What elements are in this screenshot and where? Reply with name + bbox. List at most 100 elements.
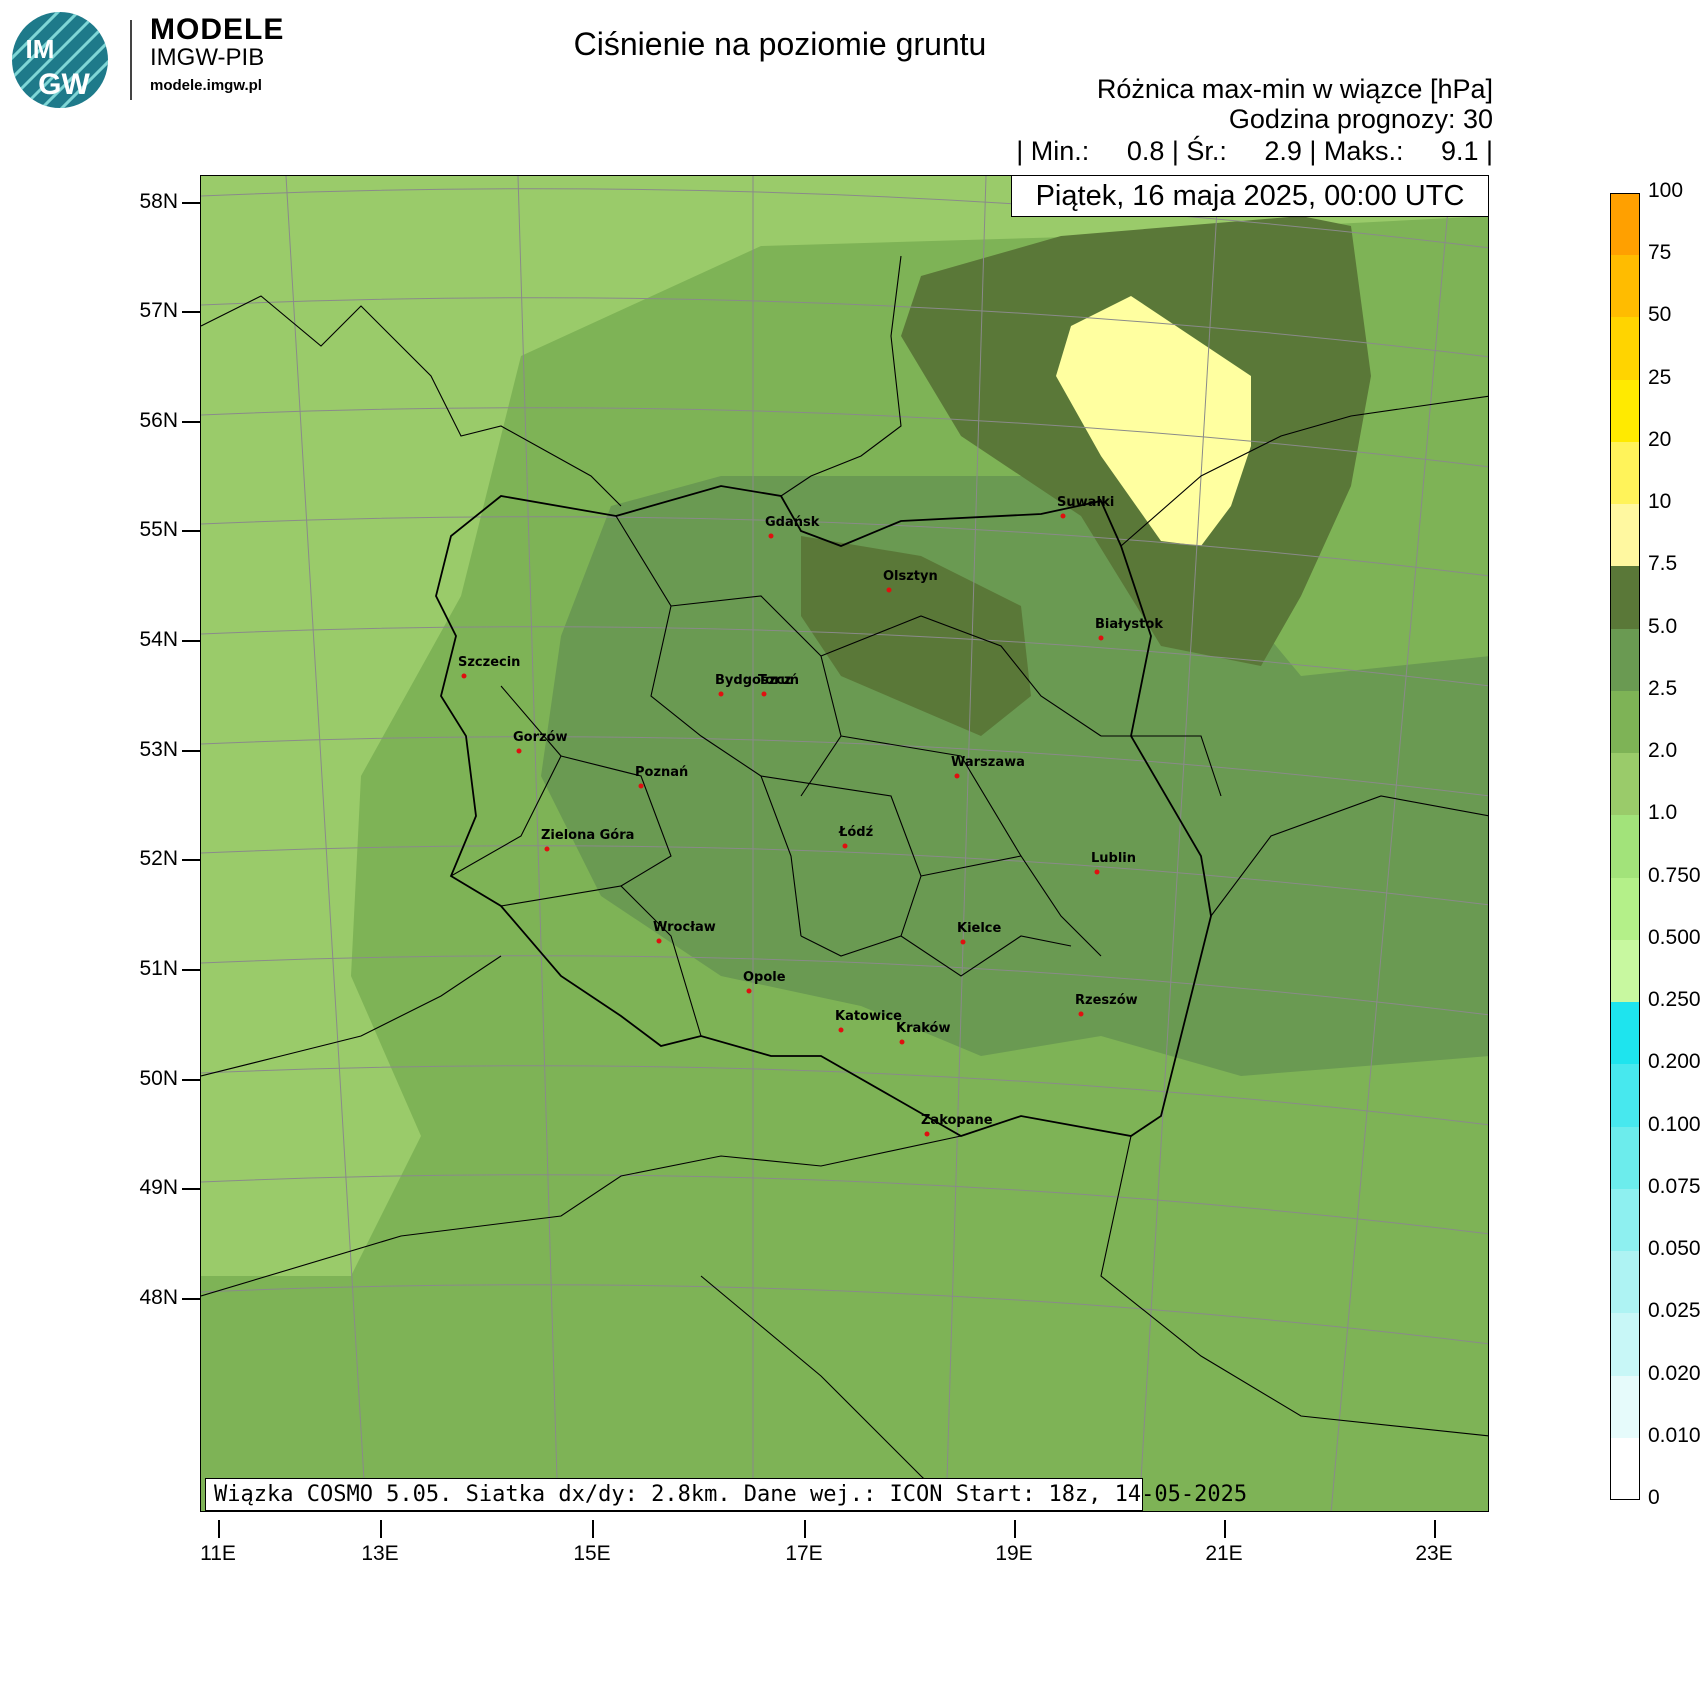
- city-label: Bydgoszcz: [715, 673, 792, 688]
- city-label: Rzeszów: [1075, 993, 1138, 1008]
- coastline: [201, 295, 622, 507]
- graticule: [201, 176, 1488, 1511]
- map-canvas: Gdańsk Olsztyn Suwałki Białystok Szczecin Byd…: [201, 176, 1488, 1511]
- colorbar-bin: [1610, 317, 1640, 380]
- stats-line: | Min.: 0.8 | Śr.: 2.9 | Maks.: 9.1 |: [1016, 136, 1493, 166]
- colorbar-label: 0.020: [1648, 1361, 1700, 1385]
- city-dot: [1078, 1011, 1084, 1017]
- lat-tick-label: 51N: [139, 957, 178, 980]
- lat-tick: [182, 202, 200, 204]
- city-label: Warszawa: [951, 755, 1025, 770]
- city-dot: [954, 773, 960, 779]
- lon-tick-label: 21E: [1205, 1542, 1243, 1565]
- lon-line: [517, 176, 559, 1511]
- colorbar-bin: [1610, 193, 1640, 256]
- city-dot: [899, 1039, 905, 1045]
- lat-line: [201, 1174, 1488, 1235]
- colorbar-label: 0.010: [1648, 1423, 1700, 1447]
- city-label: Łódź: [838, 825, 873, 840]
- city-label: Opole: [743, 970, 786, 985]
- lon-tick: [804, 1520, 806, 1538]
- colorbar-label: 25: [1648, 365, 1672, 389]
- colorbar-bin: [1610, 1188, 1640, 1252]
- colorbar-label: 5.0: [1648, 614, 1678, 638]
- colorbar-label: 20: [1648, 427, 1672, 451]
- city-label: Katowice: [835, 1009, 902, 1024]
- lat-tick-label: 52N: [139, 847, 178, 870]
- colorbar-label: 0.250: [1648, 988, 1700, 1012]
- imgw-logo: IM GW: [10, 10, 110, 110]
- colorbar-label: 7.5: [1648, 552, 1678, 576]
- lon-tick-label: 19E: [995, 1542, 1033, 1565]
- city-label: Poznań: [635, 765, 688, 780]
- colorbar-label: 0.750: [1648, 863, 1700, 887]
- colorbar-bin: [1610, 628, 1640, 691]
- lat-tick: [182, 530, 200, 532]
- border-east: [1210, 795, 1488, 917]
- lat-tick-label: 49N: [139, 1176, 178, 1199]
- page-title: Ciśnienie na poziomie gruntu: [573, 26, 987, 62]
- city-dot: [768, 533, 774, 539]
- city-dot: [886, 587, 892, 593]
- map-subtitle: Różnica max-min w wiązce [hPa]: [1096, 74, 1493, 104]
- lat-tick: [182, 859, 200, 861]
- lat-line: [201, 407, 1488, 468]
- city-dot: [656, 938, 662, 944]
- lon-tick: [380, 1520, 382, 1538]
- lon-tick-label: 17E: [785, 1542, 823, 1565]
- colorbar-label: 10: [1648, 490, 1672, 514]
- region-border: [840, 735, 1022, 857]
- lat-line: [201, 736, 1488, 797]
- border-east: [1120, 395, 1488, 547]
- lon-tick: [1014, 1520, 1016, 1538]
- city-dot: [1094, 869, 1100, 875]
- lat-tick: [182, 1188, 200, 1190]
- city-dot: [638, 783, 644, 789]
- colorbar-label: 2.0: [1648, 739, 1678, 763]
- lat-tick-label: 55N: [139, 518, 178, 541]
- lat-tick: [182, 640, 200, 642]
- lon-line: [1330, 176, 1452, 1511]
- region-border: [1101, 735, 1222, 797]
- region-border: [800, 935, 1072, 977]
- city-dot: [544, 846, 550, 852]
- city-dot: [1098, 635, 1104, 641]
- colorbar-label: 0.200: [1648, 1050, 1700, 1074]
- colorbar-label: 1.0: [1648, 801, 1678, 825]
- region-border: [820, 615, 1102, 737]
- logo-line3: modele.imgw.pl: [150, 77, 262, 94]
- lat-tick-label: 56N: [139, 409, 178, 432]
- lon-line: [1138, 176, 1220, 1511]
- colorbar-frame: [1610, 193, 1640, 1500]
- border-south: [1100, 1135, 1488, 1437]
- lon-tick-label: 13E: [361, 1542, 399, 1565]
- colorbar-label: 0.100: [1648, 1112, 1700, 1136]
- logo-text: MODELE IMGW-PIB modele.imgw.pl: [150, 15, 284, 100]
- colorbar-bin: [1610, 566, 1640, 629]
- lon-tick-label: 15E: [573, 1542, 611, 1565]
- lon-tick: [1224, 1520, 1226, 1538]
- logo-badge-bottom: GW: [38, 68, 90, 101]
- borders: [201, 255, 1488, 1511]
- colorbar-bin: [1610, 441, 1640, 505]
- lat-line: [201, 1284, 1488, 1345]
- lat-tick: [182, 969, 200, 971]
- pressure-zones: [201, 216, 1488, 1511]
- colorbar-bin: [1610, 1375, 1640, 1438]
- city-label: Olsztyn: [883, 569, 938, 584]
- region-border: [920, 855, 1102, 957]
- lat-line: [201, 297, 1488, 358]
- map-area: Gdańsk Olsztyn Suwałki Białystok Szczecin Byd…: [200, 175, 1489, 1512]
- region-border: [560, 755, 672, 887]
- city-dot: [924, 1131, 930, 1137]
- colorbar-bin: [1610, 1064, 1640, 1127]
- lat-line: [201, 845, 1488, 906]
- logo-line2: IMGW-PIB: [150, 44, 265, 71]
- lon-line: [945, 176, 987, 1511]
- colorbar-label: 75: [1648, 241, 1672, 265]
- imgw-logo-badge: IM GW: [12, 12, 108, 108]
- colorbar-label: 0.075: [1648, 1174, 1700, 1198]
- lat-tick-label: 48N: [139, 1286, 178, 1309]
- lat-line: [201, 1065, 1488, 1126]
- city-label: Lublin: [1091, 851, 1136, 866]
